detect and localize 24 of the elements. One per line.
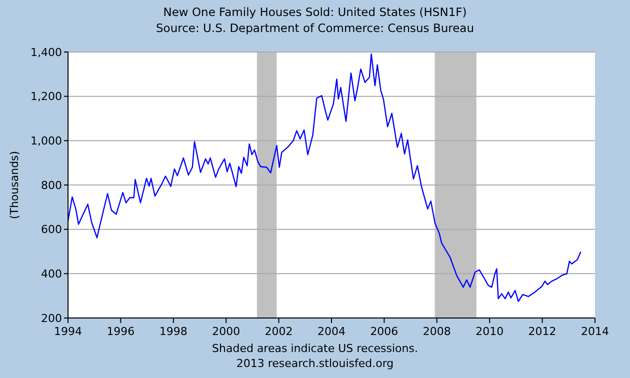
x-tick-label: 2002 <box>264 325 293 338</box>
y-tick-label: 200 <box>41 312 62 325</box>
chart-title: New One Family Houses Sold: United States (HSN1F) <box>163 5 467 19</box>
chart-subtitle: Source: U.S. Department of Commerce: Census Bureau <box>156 21 474 35</box>
x-tick-label: 1994 <box>54 325 82 338</box>
y-tick-label: 1,000 <box>30 134 62 148</box>
y-axis-title: (Thousands) <box>8 150 21 220</box>
text: Shaded areas indicate US recessions. <box>212 342 418 355</box>
x-tick-label: 2006 <box>370 325 398 338</box>
x-tick-label: 2010 <box>476 325 504 338</box>
x-tick-label: 2014 <box>581 325 609 338</box>
line-series <box>67 53 582 302</box>
y-tick-label: 600 <box>41 223 62 236</box>
x-tick-label: 2000 <box>212 325 240 338</box>
x-tick-label: 2004 <box>318 325 346 338</box>
x-tick-label: 1998 <box>159 325 188 338</box>
y-tick-label: 400 <box>41 268 62 281</box>
y-tick-label: 1,400 <box>30 46 62 59</box>
x-tick-label: 2012 <box>528 325 556 338</box>
y-tick-label: 800 <box>41 178 62 192</box>
x-tick-label: 1996 <box>106 325 135 338</box>
y-tick-label: 1,200 <box>30 90 62 104</box>
text: 2013 research.stlouisfed.org <box>236 357 394 370</box>
x-tick-label: 2008 <box>422 325 451 338</box>
